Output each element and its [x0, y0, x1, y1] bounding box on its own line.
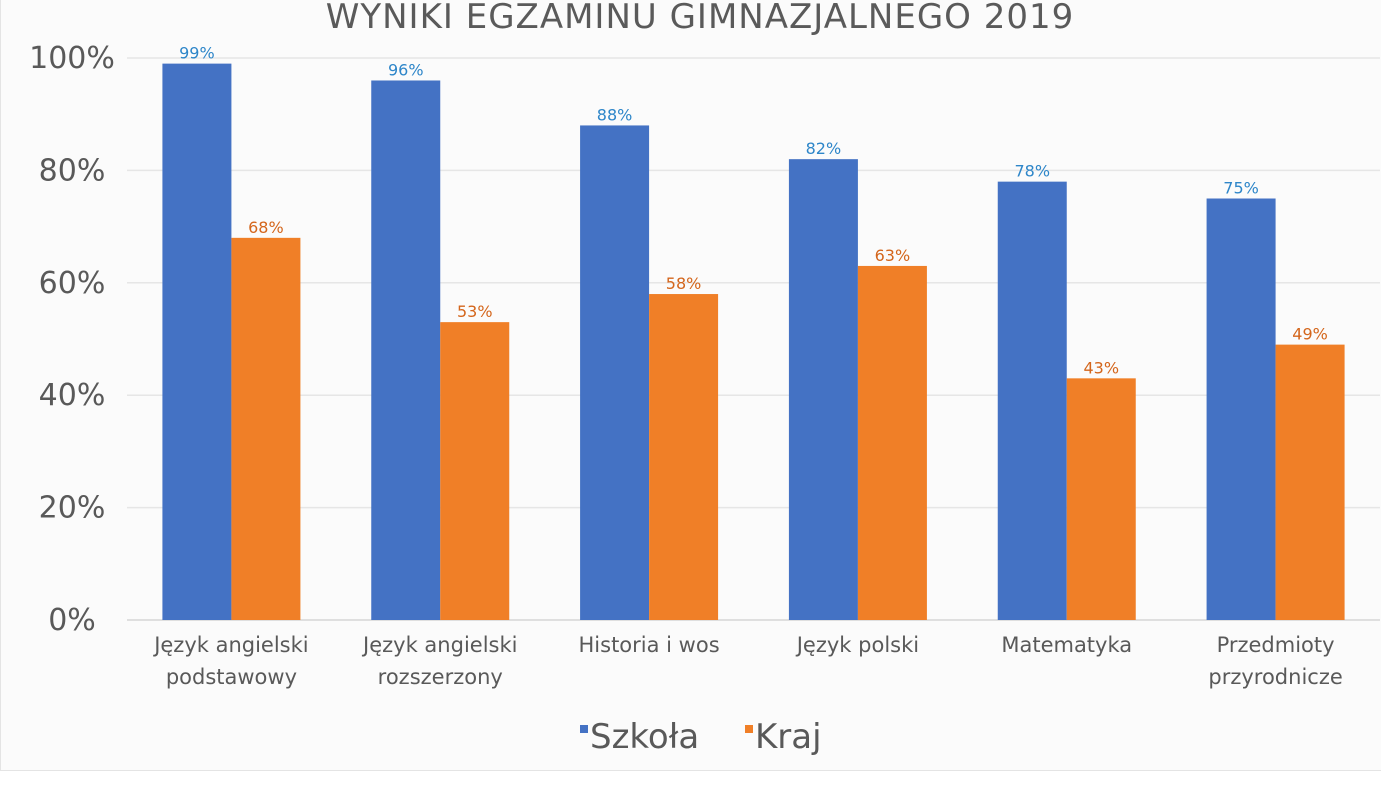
bar-szkola — [371, 80, 441, 621]
y-tick-label: 60% — [39, 266, 106, 301]
data-label: 99% — [179, 44, 215, 63]
bar-szkola — [997, 181, 1067, 620]
bar-szkola — [580, 125, 650, 620]
x-tick-label: Język polski — [795, 633, 919, 657]
data-label: 96% — [388, 60, 424, 79]
bars — [162, 63, 1345, 621]
legend: Szkoła Kraj — [580, 717, 822, 757]
grid-layer — [127, 57, 1380, 621]
bar-kraj — [1275, 344, 1345, 620]
y-tick-label: 80% — [39, 153, 106, 188]
bar-kraj — [1066, 378, 1136, 620]
data-label: 58% — [666, 274, 702, 293]
x-tick-label: Matematyka — [1001, 633, 1132, 657]
data-labels: 99% 68% 96% 53% 88% 58% 82% 63% 78% 43% 75% 49% — [179, 44, 1328, 378]
legend-marker-kraj — [745, 725, 753, 733]
data-label: 78% — [1014, 162, 1050, 181]
y-axis-ticks: 0% 20% 40% 60% 80% 100% — [29, 41, 115, 638]
x-tick-label: Historia i wos — [579, 633, 720, 657]
bar-kraj — [231, 237, 301, 620]
legend-label-kraj: Kraj — [755, 717, 822, 757]
y-tick-label: 40% — [39, 378, 106, 413]
legend-label-szkola: Szkoła — [590, 717, 699, 757]
y-tick-label: 100% — [29, 41, 115, 76]
data-label: 88% — [597, 105, 633, 124]
y-tick-label: 20% — [39, 491, 106, 526]
x-tick-label: Język angielski podstawowy — [152, 633, 308, 689]
data-label: 82% — [806, 139, 842, 158]
bar-kraj — [440, 322, 510, 620]
chart-title: WYNIKI EGZAMINU GIMNAZJALNEGO 2019 — [326, 0, 1075, 37]
bar-szkola — [788, 159, 858, 620]
data-label: 63% — [875, 246, 911, 265]
data-label: 68% — [248, 218, 284, 237]
legend-marker-szkola — [580, 725, 588, 733]
bar-szkola — [162, 63, 232, 621]
x-axis-ticks: Język angielski podstawowy Język angielski… — [152, 633, 1343, 689]
x-tick-label: Przedmioty przyrodnicze — [1208, 633, 1342, 689]
data-label: 43% — [1083, 358, 1119, 377]
x-tick-label: Język angielski rozszerzony — [361, 633, 517, 689]
bar-szkola — [1206, 198, 1276, 620]
bar-kraj — [857, 265, 927, 620]
data-label: 53% — [457, 302, 493, 321]
y-tick-label: 0% — [48, 603, 96, 638]
bar-kraj — [649, 294, 719, 620]
data-label: 75% — [1223, 179, 1259, 198]
data-label: 49% — [1292, 325, 1328, 344]
